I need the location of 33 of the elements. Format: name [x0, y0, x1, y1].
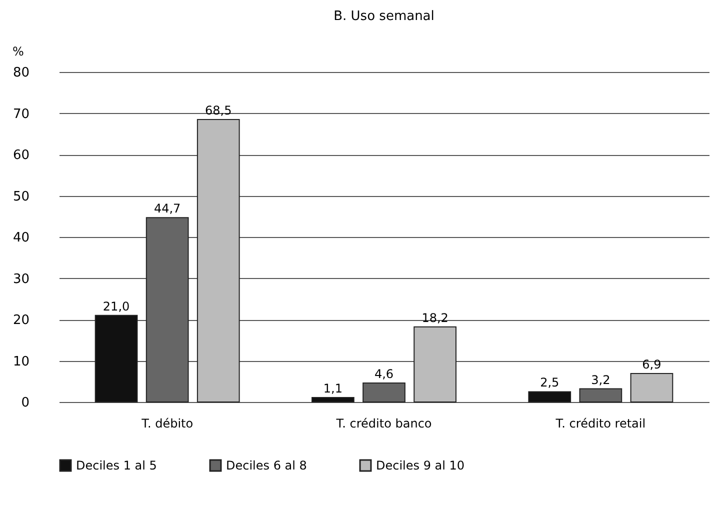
data-label: 6,9: [642, 358, 662, 372]
y-tick-label: 80: [12, 66, 30, 80]
chart-title: B. Uso semanal: [334, 9, 434, 24]
x-tick-label: T. crédito banco: [335, 416, 432, 430]
bar: [312, 396, 354, 402]
data-label: 21,0: [102, 299, 130, 314]
bar: [414, 326, 456, 402]
bar: [196, 118, 240, 402]
y-tick-label: 50: [12, 189, 30, 204]
legend-label: Deciles 1 al 5: [76, 458, 157, 473]
legend-label: Deciles 9 al 10: [376, 458, 465, 473]
y-axis-title: %: [12, 44, 24, 58]
data-label: 3,2: [591, 372, 610, 387]
bar: [630, 373, 674, 402]
y-tick-label: 70: [12, 106, 30, 122]
x-tick-label: T. débito: [140, 416, 194, 430]
legend-label: Deciles 6 al 8: [226, 458, 307, 473]
bar: [362, 382, 406, 402]
y-tick-label: 60: [12, 148, 30, 163]
bar: [94, 314, 138, 402]
x-tick-label: T. crédito retail: [554, 416, 646, 430]
y-tick-label: 0: [21, 396, 30, 410]
bar: [528, 391, 572, 402]
y-tick-label: 20: [12, 313, 30, 328]
y-tick-label: 10: [12, 354, 30, 370]
bar: [146, 217, 189, 402]
data-label: 44,7: [154, 202, 181, 216]
data-label: 2,5: [540, 376, 560, 390]
y-tick-label: 40: [12, 230, 30, 246]
bar: [579, 388, 622, 402]
data-label: 1,1: [323, 381, 342, 396]
data-label: 4,6: [374, 367, 394, 382]
y-tick-label: 30: [12, 272, 30, 287]
